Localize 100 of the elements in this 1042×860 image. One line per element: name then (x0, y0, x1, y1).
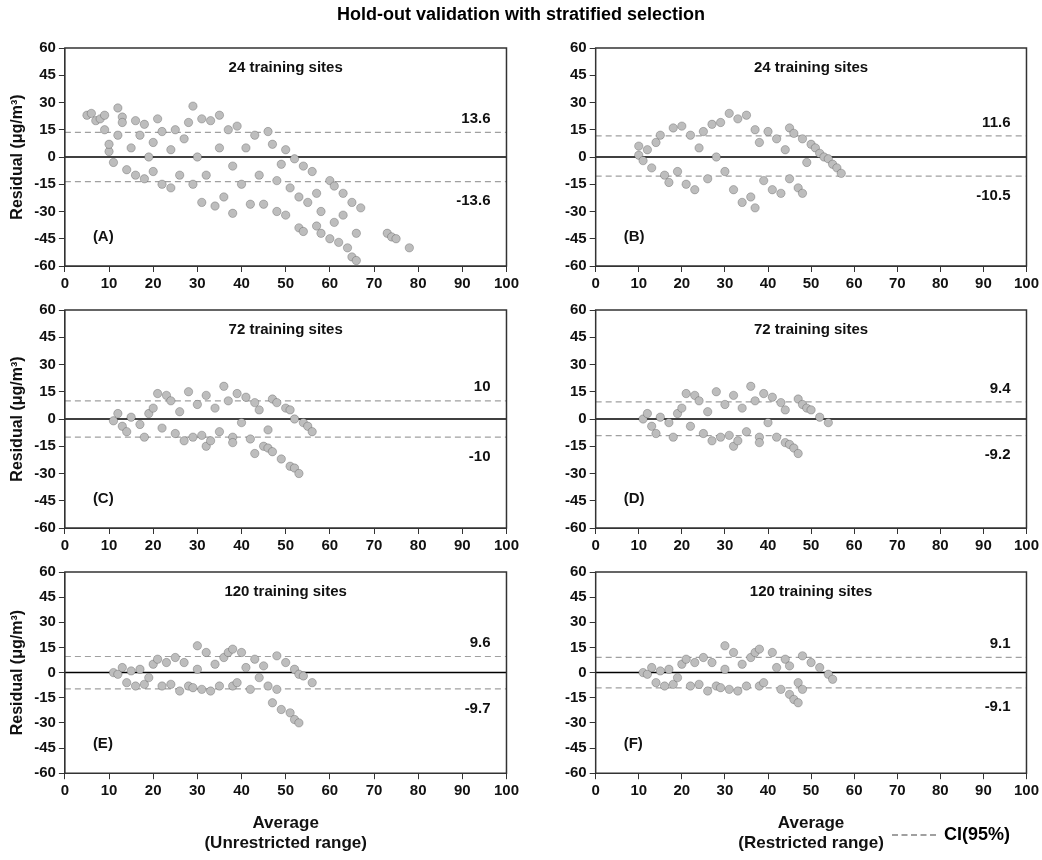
point (307, 427, 317, 437)
x-tick-label: 90 (453, 274, 471, 292)
point (828, 674, 838, 684)
x-tick-label: 10 (100, 274, 118, 292)
point (157, 423, 167, 433)
x-tick-label: 0 (591, 274, 600, 292)
point (763, 418, 773, 428)
x-tick-label: 60 (845, 536, 863, 554)
y-tick-label: 45 (569, 587, 587, 605)
x-tick-label: 100 (1013, 274, 1039, 292)
y-tick-label: -30 (564, 713, 587, 731)
point (166, 396, 176, 406)
point (759, 176, 769, 186)
x-tick-label: 100 (493, 536, 519, 554)
y-tick-label: 0 (47, 662, 56, 680)
point (232, 678, 242, 688)
point (157, 681, 167, 691)
point (144, 673, 154, 683)
point (170, 429, 180, 439)
x-tick-label: 10 (100, 781, 118, 799)
ref-line-label: -9.2 (984, 445, 1011, 463)
y-axis-title: Residual (μg/m³) (8, 609, 26, 736)
point (263, 681, 273, 691)
y-tick-label: 45 (39, 587, 56, 605)
point (651, 137, 661, 147)
point (724, 108, 734, 118)
x-tick-label: 30 (716, 274, 734, 292)
point (642, 145, 652, 155)
point (707, 119, 717, 129)
point (170, 653, 180, 663)
point (720, 399, 730, 409)
point (741, 110, 751, 120)
x-tick-label: 60 (321, 781, 339, 799)
y-tick-label: 45 (39, 327, 56, 345)
point (806, 405, 816, 415)
y-tick-label: -15 (34, 174, 56, 192)
y-tick-label: -60 (34, 256, 56, 274)
x-tick-label: 40 (233, 274, 250, 292)
x-tick-label: 30 (189, 781, 206, 799)
point (673, 167, 683, 177)
x-tick-label: 40 (759, 536, 777, 554)
x-tick-label: 70 (888, 781, 906, 799)
point (188, 432, 198, 442)
point (737, 659, 747, 669)
annotation: (D) (623, 488, 645, 506)
point (685, 681, 695, 691)
point (815, 663, 825, 673)
x-tick-label: 0 (60, 536, 70, 554)
point (664, 664, 674, 674)
point (214, 427, 224, 437)
annotation: 72 training sites (753, 319, 869, 337)
point (741, 681, 751, 691)
y-tick-label: 0 (578, 147, 587, 165)
point (192, 641, 202, 651)
point (664, 418, 674, 428)
x-tick-label: 0 (60, 781, 70, 799)
annotation: 24 training sites (228, 57, 343, 75)
point (117, 663, 127, 673)
point (113, 669, 123, 679)
annotation: 120 training sites (224, 581, 347, 599)
point (793, 449, 803, 459)
x-axis-title: Average (Restricted range) (738, 813, 884, 853)
x-tick-label: 100 (493, 781, 519, 799)
x-tick-label: 40 (759, 781, 777, 799)
point (694, 396, 704, 406)
point (184, 387, 194, 397)
point (647, 663, 657, 673)
point (754, 438, 764, 448)
point (776, 398, 786, 408)
ref-line-label: -10.5 (976, 185, 1011, 203)
x-axis-title: Average (Unrestricted range) (204, 813, 367, 853)
point (214, 681, 224, 691)
point (763, 127, 773, 137)
point (307, 678, 317, 688)
point (237, 418, 247, 428)
point (660, 170, 670, 180)
point (746, 381, 756, 391)
ref-line-label: 9.4 (989, 378, 1012, 396)
point (122, 678, 132, 688)
point (197, 430, 207, 440)
point (175, 686, 185, 696)
x-tick-label: 100 (1013, 781, 1039, 799)
point (285, 405, 295, 415)
x-tick-label: 20 (144, 274, 162, 292)
y-tick-label: -30 (34, 713, 56, 731)
point (750, 396, 760, 406)
point (206, 686, 216, 696)
point (780, 145, 790, 155)
x-tick-label: 10 (100, 536, 118, 554)
point (793, 698, 803, 708)
point (113, 409, 123, 419)
x-tick-label: 90 (975, 781, 992, 799)
ref-line-label: 11.6 (982, 112, 1011, 130)
y-tick-label: -15 (564, 174, 587, 192)
point (797, 684, 807, 694)
point (759, 389, 769, 399)
y-tick-label: -60 (564, 256, 587, 274)
point (698, 653, 708, 663)
x-tick-label: 10 (630, 781, 648, 799)
point (673, 673, 683, 683)
